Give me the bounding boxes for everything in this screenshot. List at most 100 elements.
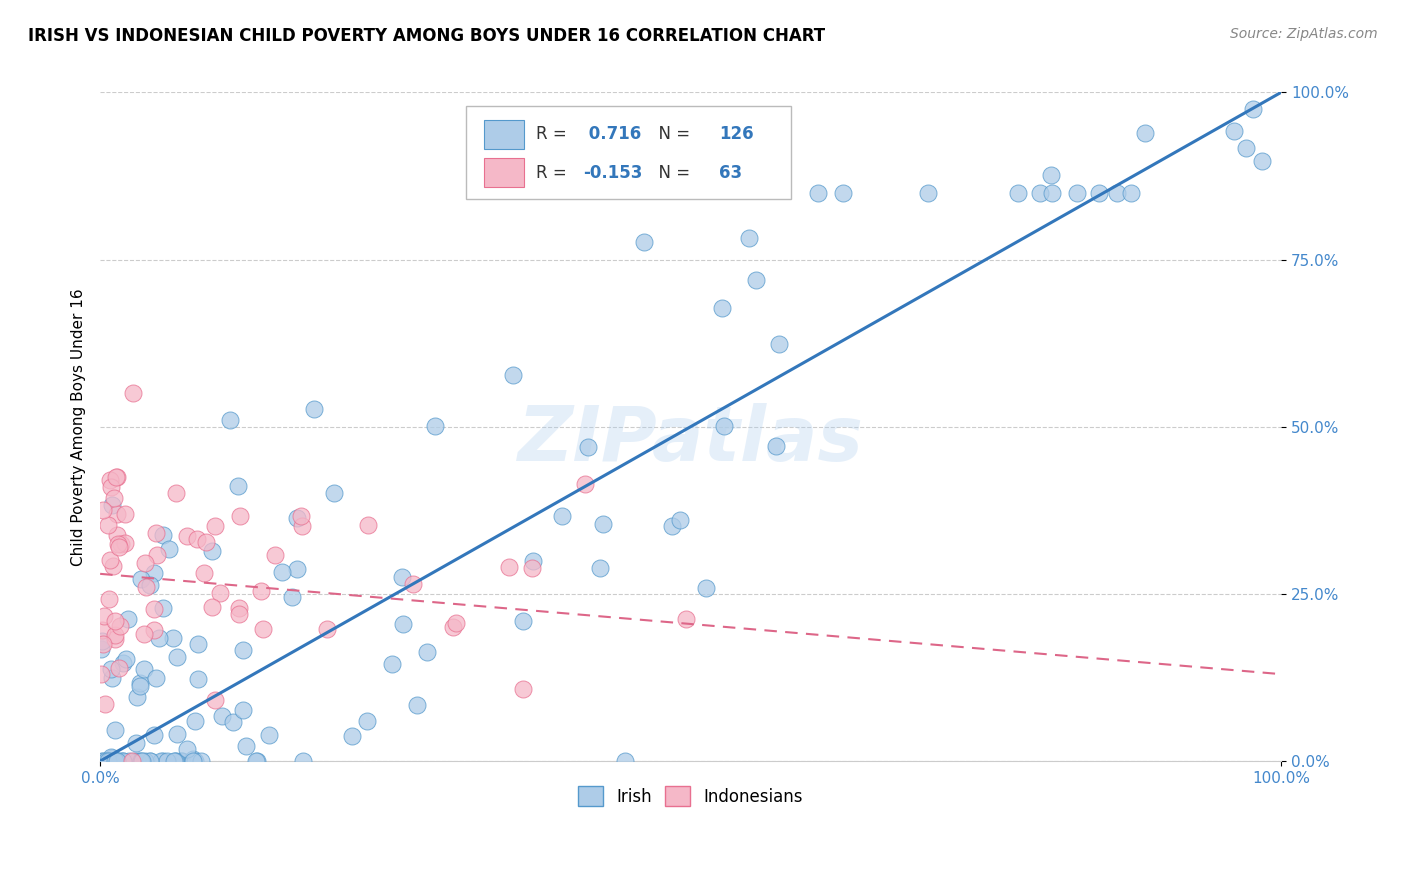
Point [181,752,204,766]
Legend: Irish, Indonesians: Irish, Indonesians [571,780,810,813]
Text: IRISH VS INDONESIAN CHILD POVERTY AMONG BOYS UNDER 16 CORRELATION CHART: IRISH VS INDONESIAN CHILD POVERTY AMONG … [28,27,825,45]
Point [166,650,188,665]
Point [98,473,121,487]
Point [100,661,122,675]
Point [165,754,187,768]
Point [235,739,257,753]
Point [103,559,125,574]
Point [232,703,254,717]
Point [100,671,122,685]
Point [105,754,128,768]
Point [1007,186,1029,200]
Point [200,599,222,614]
Point [117,612,139,626]
Point [139,578,162,592]
Point [134,556,156,570]
Point [149,754,172,768]
Point [695,581,717,595]
Point [1243,102,1265,116]
Point [121,754,143,768]
Text: -0.153: -0.153 [583,163,643,182]
Point [661,518,683,533]
Point [129,676,152,690]
Point [125,735,148,749]
Point [633,235,655,249]
Point [614,754,637,768]
Point [139,754,162,768]
Point [114,507,136,521]
Text: ZIPatlas: ZIPatlas [517,403,863,477]
Point [193,566,215,580]
Point [522,554,544,568]
Point [101,751,124,765]
Point [246,754,269,768]
Point [768,337,790,351]
Point [163,754,186,768]
Point [112,657,135,671]
FancyBboxPatch shape [484,158,524,187]
Point [229,509,252,524]
Point [129,679,152,693]
Point [1066,186,1088,200]
Point [104,754,127,768]
Point [110,619,132,633]
Point [250,584,273,599]
Point [108,540,131,554]
Point [257,728,280,742]
Point [142,566,165,581]
Point [134,627,156,641]
Point [1234,140,1257,154]
FancyBboxPatch shape [484,120,524,149]
Point [578,440,600,454]
Point [110,754,132,768]
Point [90,666,112,681]
Point [187,672,209,686]
Point [135,580,157,594]
Point [291,519,314,533]
Point [101,498,124,512]
Point [127,754,149,768]
Point [381,657,404,672]
Point [441,620,464,634]
Point [93,609,115,624]
Point [90,641,112,656]
Point [589,561,612,575]
Point [391,570,413,584]
Point [186,532,208,546]
Text: N =: N = [648,163,696,182]
Point [263,549,285,563]
Point [104,470,127,484]
Point [104,628,127,642]
Point [170,754,193,768]
Point [290,509,312,524]
Point [195,534,218,549]
Point [550,508,572,523]
Point [143,624,166,638]
Point [316,622,339,636]
Point [322,486,344,500]
Point [187,637,209,651]
Point [444,615,467,630]
Point [416,645,439,659]
Point [134,754,156,768]
Point [91,754,114,768]
Point [807,186,830,200]
Point [228,479,250,493]
Point [831,186,853,200]
Point [163,754,186,768]
Point [710,301,733,316]
Point [166,727,188,741]
Point [103,754,125,768]
Point [122,386,145,401]
Point [145,526,167,541]
Point [1251,154,1274,169]
Point [91,503,114,517]
Point [592,517,614,532]
Point [152,528,174,542]
Point [110,536,132,550]
Point [105,507,128,521]
Point [111,754,134,768]
Point [152,754,174,768]
Text: R =: R = [536,126,572,144]
Point [512,681,534,696]
